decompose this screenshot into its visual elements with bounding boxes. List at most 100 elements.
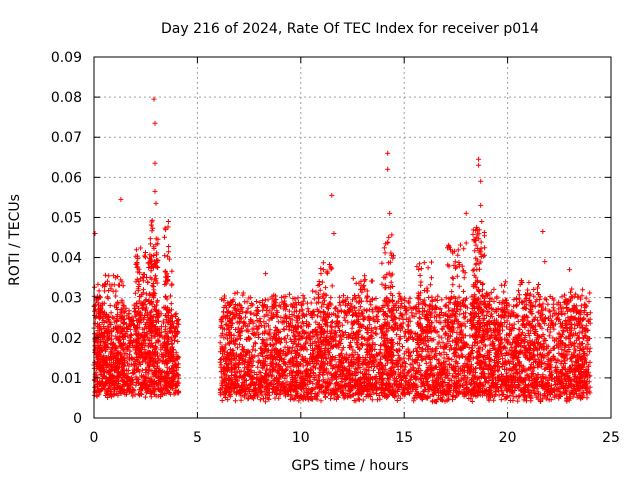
data-point xyxy=(457,311,463,317)
data-point xyxy=(95,387,101,393)
data-point xyxy=(158,342,164,348)
data-point xyxy=(150,349,155,355)
data-point xyxy=(164,364,170,370)
data-point xyxy=(498,397,504,403)
data-point xyxy=(243,310,249,316)
data-point xyxy=(235,345,240,351)
data-point xyxy=(172,333,178,339)
data-point xyxy=(278,340,284,346)
data-point xyxy=(155,373,161,379)
data-point xyxy=(225,336,230,342)
data-point xyxy=(124,388,130,394)
data-point xyxy=(279,294,285,300)
data-point xyxy=(151,370,157,376)
data-point xyxy=(169,341,175,347)
data-point xyxy=(166,375,172,380)
data-point xyxy=(167,391,173,397)
data-point xyxy=(115,381,121,386)
data-point xyxy=(473,365,479,371)
data-point xyxy=(120,372,126,378)
data-point xyxy=(98,380,103,386)
data-point xyxy=(433,346,439,352)
data-point xyxy=(245,396,251,402)
data-point xyxy=(238,397,244,403)
data-point xyxy=(176,375,182,381)
data-point xyxy=(176,317,182,322)
data-point xyxy=(92,313,98,318)
data-point xyxy=(137,360,143,366)
data-point xyxy=(136,387,142,393)
data-point xyxy=(132,392,138,398)
data-point xyxy=(456,294,462,300)
data-point xyxy=(131,302,137,308)
data-point xyxy=(125,345,131,351)
data-point xyxy=(516,288,521,294)
data-point xyxy=(112,385,118,391)
data-point xyxy=(124,354,130,360)
data-point xyxy=(129,355,135,361)
data-point xyxy=(125,368,131,373)
data-point xyxy=(92,384,98,390)
data-point xyxy=(145,363,151,369)
data-point xyxy=(111,315,117,321)
data-point xyxy=(101,374,107,380)
data-point xyxy=(149,377,154,383)
data-point xyxy=(496,300,502,305)
data-point xyxy=(131,368,137,374)
data-point xyxy=(147,382,153,388)
data-point xyxy=(106,381,112,386)
data-point xyxy=(253,299,259,304)
data-point xyxy=(139,391,145,397)
data-point xyxy=(487,342,493,348)
data-point xyxy=(262,297,268,303)
data-point xyxy=(121,378,127,384)
data-point xyxy=(283,339,289,345)
data-point xyxy=(94,390,100,396)
data-point xyxy=(278,315,284,320)
data-point xyxy=(143,359,149,365)
data-point xyxy=(310,288,316,294)
data-point xyxy=(295,295,301,301)
data-point xyxy=(127,348,133,354)
data-point xyxy=(469,345,475,351)
data-point xyxy=(128,332,134,338)
data-point xyxy=(398,327,404,333)
data-point xyxy=(139,367,145,373)
data-point xyxy=(153,352,159,358)
data-point xyxy=(491,397,497,403)
data-point xyxy=(444,352,450,357)
data-point xyxy=(130,386,136,392)
data-point xyxy=(547,309,553,315)
data-point xyxy=(158,369,164,375)
data-point xyxy=(126,311,132,317)
data-point xyxy=(136,369,142,375)
data-point xyxy=(120,303,126,309)
data-point xyxy=(118,386,124,392)
data-point xyxy=(242,299,248,305)
data-point xyxy=(173,311,179,317)
data-point xyxy=(396,290,402,296)
data-point xyxy=(173,325,179,331)
data-point xyxy=(305,306,311,312)
data-point xyxy=(129,319,135,325)
data-point xyxy=(166,310,171,316)
data-point xyxy=(143,374,149,380)
data-point xyxy=(500,356,506,362)
data-point xyxy=(264,337,270,343)
data-point xyxy=(245,305,251,311)
data-point xyxy=(232,290,238,296)
data-point xyxy=(377,396,383,402)
data-point xyxy=(329,319,335,325)
data-point xyxy=(175,390,181,396)
data-point xyxy=(129,339,135,345)
data-point xyxy=(107,388,113,394)
data-point xyxy=(172,374,178,380)
data-point xyxy=(171,323,177,329)
data-point xyxy=(146,384,152,390)
data-point xyxy=(360,397,366,403)
data-point xyxy=(166,381,172,387)
data-point xyxy=(121,321,127,326)
data-point xyxy=(417,362,423,368)
data-point xyxy=(125,382,131,388)
data-point xyxy=(162,361,168,367)
